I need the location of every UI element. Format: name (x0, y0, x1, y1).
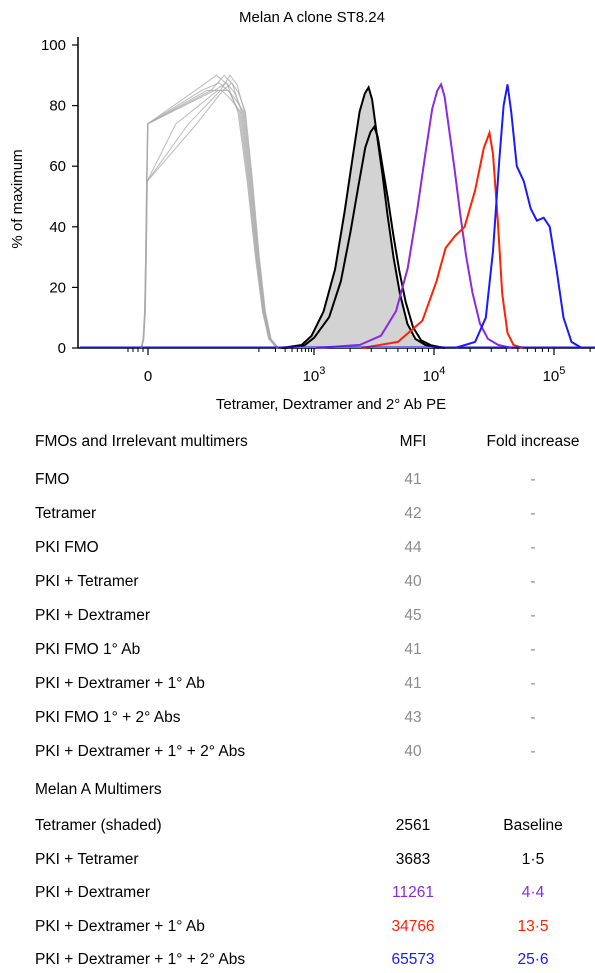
table-row: PKI + Dextramer + 1° + 2° Abs 65573 25·6 (35, 951, 549, 968)
flow-histogram-chart: Melan A clone ST8.24 % of maximum Tetram… (9, 9, 595, 413)
row-name: PKI + Dextramer (35, 884, 150, 901)
row-name: PKI FMO (35, 539, 99, 556)
table-row: PKI FMO 1° + 2° Abs 43- (35, 709, 536, 726)
section1-title: FMOs and Irrelevant multimers (35, 433, 248, 450)
x-tick-label: 103 (303, 365, 326, 385)
row-name: PKI + Dextramer (35, 607, 150, 624)
row-name: FMO (35, 471, 70, 488)
y-tick-label: 20 (49, 279, 66, 296)
chart-title: Melan A clone ST8.24 (239, 9, 385, 26)
row-name: PKI + Dextramer + 1° Ab (35, 675, 205, 692)
fmo-histogram-line (140, 82, 279, 349)
fmo-histogram-line (140, 82, 278, 349)
row-name: PKI FMO 1° + 2° Abs (35, 709, 181, 726)
pki_tetramer-histogram-line (284, 124, 445, 349)
fmo-histogram-line (141, 82, 279, 349)
tetramer-histogram-line (281, 84, 440, 349)
y-axis-label: % of maximum (9, 149, 26, 248)
table-row: PKI FMO 1° Ab 41- (35, 641, 536, 658)
table-row: PKI + Dextramer 11261 4·4 (35, 884, 545, 901)
table-row: PKI + Dextramer + 1° Ab 41- (35, 675, 536, 692)
section2-title: Melan A Multimers (35, 781, 162, 798)
fmo-histogram-line (140, 74, 278, 349)
table-row: FMO 41- (35, 471, 536, 488)
table-row: PKI + Tetramer 3683 1·5 (35, 850, 545, 868)
table-row: PKI FMO 44- (35, 539, 536, 556)
y-tick-label: 40 (49, 219, 66, 236)
row-name: PKI + Tetramer (35, 850, 139, 868)
row-name: PKI + Dextramer + 1° Ab (35, 917, 205, 935)
y-tick-label: 60 (49, 158, 66, 175)
x-tick-label: 0 (144, 368, 152, 385)
row-name: PKI + Dextramer + 1° + 2° Abs (35, 743, 246, 760)
y-tick-label: 80 (49, 98, 66, 115)
section1-header-row: FMOs and Irrelevant multimers MFI Fold i… (35, 433, 580, 450)
fmo-histogram-line (141, 89, 279, 349)
table-row: PKI + Dextramer + 1° Ab 34766 13·5 (35, 917, 549, 935)
x-axis-label: Tetramer, Dextramer and 2° Ab PE (216, 396, 446, 413)
row-name: PKI + Dextramer + 1° + 2° Abs (35, 951, 246, 968)
pki_dextramer_1_2ab-histogram-line (454, 84, 583, 349)
pki_dextramer-histogram-line (316, 81, 512, 349)
y-tick-label: 0 (58, 340, 66, 357)
table-row: PKI + Tetramer 40- (35, 573, 536, 590)
table-row: Tetramer (shaded) 2561 Baseline (35, 817, 563, 834)
row-name: Tetramer (35, 505, 97, 522)
table-row: PKI + Dextramer 45- (35, 607, 536, 624)
row-name: PKI + Tetramer (35, 573, 139, 590)
pki_dextramer_1ab-histogram-line (361, 129, 524, 349)
fmo-histogram-line (140, 89, 278, 349)
section2-header-row: Melan A Multimers (0, 781, 595, 803)
row-name: PKI FMO 1° Ab (35, 641, 141, 658)
x-tick-label: 105 (543, 365, 566, 385)
table-row: PKI + Dextramer + 1° + 2° Abs 40- (35, 743, 536, 760)
table-row: Tetramer 42- (35, 505, 536, 522)
x-tick-label: 104 (423, 365, 446, 385)
row-name: Tetramer (shaded) (35, 817, 162, 834)
tetramer-shaded-area (281, 87, 439, 349)
y-tick-label: 100 (41, 37, 66, 54)
